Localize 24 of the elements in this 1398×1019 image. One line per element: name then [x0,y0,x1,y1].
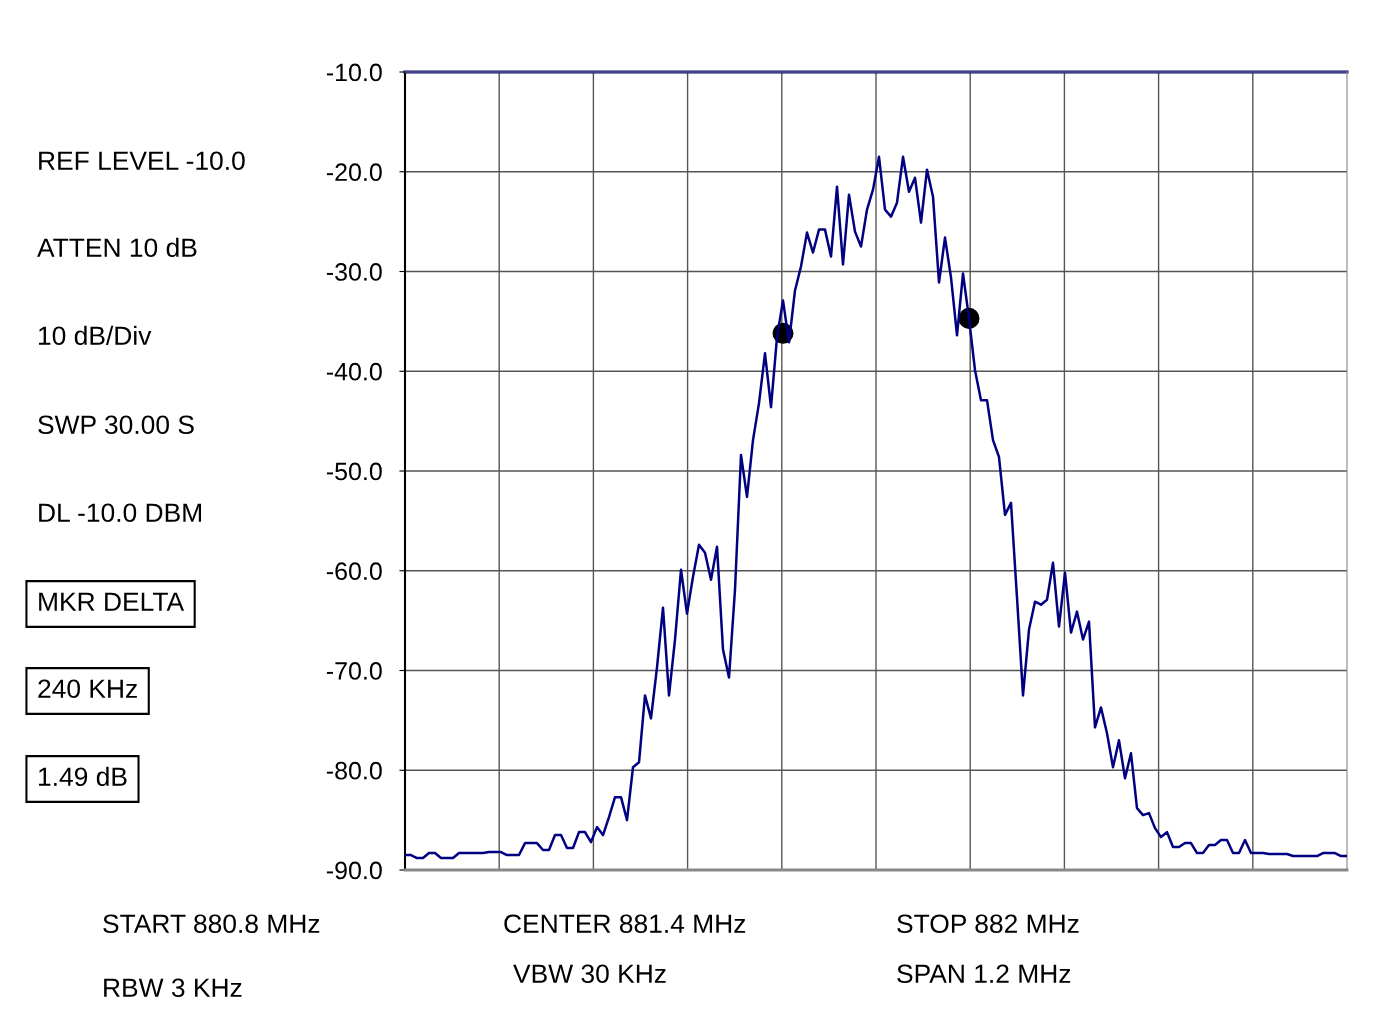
text: SPAN 1.2 MHz [897,964,1071,984]
text: VBW 30 KHz [513,964,666,984]
y-tick-label: -60.0 [326,562,382,581]
y-tick-label: -30.0 [326,263,382,281]
text: RBW 3 KHz [104,978,242,998]
y-tick-label: -90.0 [326,861,382,880]
text: START 880.8 MHz [103,914,320,934]
y-tick-label: -50.0 [326,462,382,481]
text: STOP 882 MHz [897,914,1079,934]
y-tick-label: -70.0 [326,662,382,680]
text: REF LEVEL -10.0 [39,151,245,171]
text: SWP 30.00 S [38,415,194,435]
text: 1.49 dB [39,766,127,787]
y-tick-label: -80.0 [326,761,382,780]
y-tick-label: -10.0 [326,63,382,82]
text: 240 KHz [38,679,137,699]
text: 10 dB/Div [39,325,152,346]
text: ATTEN 10 dB [37,237,197,258]
y-tick-label: -20.0 [326,163,382,182]
text: MKR DELTA [39,592,185,611]
line-series [405,155,1347,860]
y-tick-label: -40.0 [326,362,382,381]
text: CENTER 881.4 MHz [504,914,746,934]
text: DL -10.0 DBM [39,503,202,523]
